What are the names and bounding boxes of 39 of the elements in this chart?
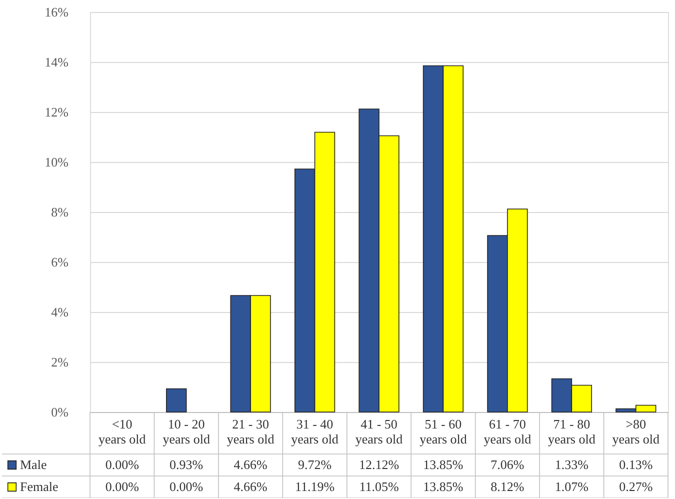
- x-tick-label: >80 years old: [612, 416, 660, 446]
- data-label: 11.05%: [359, 479, 399, 494]
- x-tick-label: 21 - 30 years old: [226, 416, 275, 446]
- y-tick-label: 10%: [44, 154, 69, 170]
- data-label: 7.06%: [490, 457, 524, 472]
- data-label: 8.12%: [490, 479, 524, 494]
- data-label: 9.72%: [298, 457, 332, 472]
- bar: [166, 388, 187, 412]
- data-label: 4.66%: [234, 479, 268, 494]
- data-label: 4.66%: [234, 457, 268, 472]
- y-tick-label: 14%: [44, 54, 69, 70]
- data-label: 0.27%: [619, 479, 653, 494]
- x-tick-label: 41 - 50 years old: [355, 416, 404, 446]
- data-label: 0.13%: [619, 457, 653, 472]
- x-tick-label: 61 - 70 years old: [484, 416, 532, 446]
- data-label: 11.19%: [294, 479, 335, 494]
- y-tick-label: 0%: [51, 404, 69, 420]
- data-label: 12.12%: [358, 457, 400, 472]
- data-label: 0.93%: [170, 457, 204, 472]
- x-tick-label: 51 - 60 years old: [420, 416, 468, 446]
- legend-label: Male: [20, 457, 47, 472]
- data-label: 1.33%: [554, 457, 589, 472]
- y-tick-label: 6%: [51, 254, 69, 270]
- y-tick-label: 2%: [51, 354, 69, 370]
- y-tick-label: 16%: [44, 4, 69, 20]
- data-label: 13.85%: [423, 457, 464, 472]
- y-tick-label: 8%: [51, 204, 69, 220]
- legend-label: Female: [20, 479, 58, 494]
- x-tick-label: 10 - 20 years old: [162, 416, 210, 446]
- data-label: 1.07%: [554, 479, 589, 494]
- x-tick-label: 31 - 40 years old: [291, 416, 339, 446]
- data-label: 0.00%: [105, 479, 140, 494]
- data-label: 13.85%: [423, 479, 464, 494]
- data-label: 0.00%: [105, 457, 140, 472]
- y-tick-label: 12%: [44, 104, 69, 120]
- x-tick-label: <10 years old: [98, 416, 146, 446]
- x-tick-label: 71 - 80 years old: [548, 416, 596, 446]
- data-label: 0.00%: [170, 479, 204, 494]
- y-tick-label: 4%: [51, 304, 69, 320]
